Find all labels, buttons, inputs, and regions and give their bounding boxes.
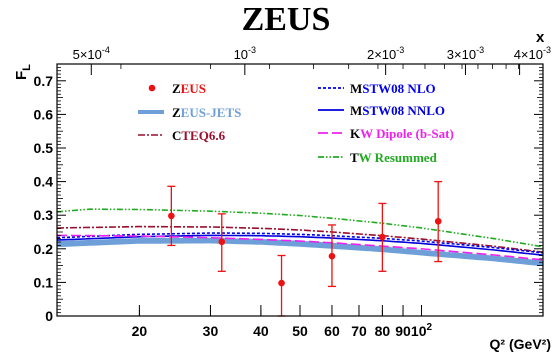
curves-group — [57, 208, 543, 267]
x-tick-label-7: 90 — [395, 323, 411, 339]
x2-tick-label-sup-0: -4 — [102, 45, 110, 55]
x-tick-label-text-1: 30 — [203, 323, 219, 339]
legend-series-0-label: CTEQ6.6 — [172, 128, 226, 143]
legend-series-3-label-initial: K — [350, 126, 361, 141]
y-tick-label-5: 0.5 — [34, 140, 54, 156]
legend-series-1-label-rest: STW08 NLO — [362, 81, 435, 96]
x2-tick-label-2: 2×10-3 — [367, 45, 404, 62]
legend-series-2-label-initial: M — [350, 103, 362, 118]
y-tick-label-0: 0 — [45, 308, 53, 324]
x-tick-label-text-7: 90 — [395, 323, 411, 339]
plot-frame — [56, 63, 544, 317]
legend-zeus-label: ZEUS — [172, 81, 206, 96]
series-line-3 — [57, 234, 543, 261]
x2-tick-label-text-1: 10 — [234, 47, 248, 62]
series-line-1 — [57, 232, 543, 254]
x2-tick-label-3: 3×10-3 — [447, 45, 484, 62]
x-tick-label-5: 70 — [351, 323, 367, 339]
top-axis-label: x — [536, 29, 545, 46]
x-tick-label-8: 102 — [411, 322, 433, 339]
legend-series-0-label-initial: C — [172, 128, 181, 143]
x-tick-label-3: 50 — [292, 323, 308, 339]
x-tick-label-6: 80 — [375, 323, 391, 339]
legend-series-4-label-rest: W Resummed — [359, 150, 438, 165]
legend-series-2-label-rest: STW08 NNLO — [362, 103, 445, 118]
y-tick-label-7: 0.7 — [34, 73, 54, 89]
band-zeus-jets — [57, 237, 543, 267]
x2-tick-label-text-0: 5×10 — [73, 47, 102, 62]
plot-area: 00.10.20.30.40.50.60.720 30 40 50 60 70 80 90 10… — [34, 45, 551, 339]
y-axis-label: FL — [13, 64, 33, 80]
series-line-4 — [57, 208, 543, 248]
data-point-0 — [168, 212, 175, 220]
x-tick-label-text-2: 40 — [253, 323, 269, 339]
x-tick-label-text-6: 80 — [375, 323, 391, 339]
y-tick-label-2: 0.2 — [34, 241, 54, 257]
legend-zeus-jets-label: ZEUS-JETS — [172, 105, 241, 120]
legend-series-2-label: MSTW08 NNLO — [350, 103, 445, 118]
legend-marker-zeus — [148, 84, 156, 92]
x-tick-label-text-0: 20 — [132, 323, 148, 339]
x2-tick-label-sup-1: -3 — [248, 45, 256, 55]
legend-zeus-jets-label-rest: EUS-JETS — [181, 105, 242, 120]
data-point-1 — [218, 238, 226, 246]
x2-tick-label-sup-3: -3 — [476, 45, 484, 55]
legend-series-0-label-rest: TEQ6.6 — [181, 128, 225, 143]
legend-series-1-label-initial: M — [350, 81, 362, 96]
data-point-4 — [379, 233, 386, 241]
legend-series-4-label: TW Resummed — [350, 150, 438, 165]
y-tick-label-1: 0.1 — [34, 274, 54, 290]
x-tick-label-sup-8: 2 — [427, 322, 433, 333]
legend-series-3-label: KW Dipole (b-Sat) — [350, 126, 454, 141]
x-tick-label-2: 40 — [253, 323, 269, 339]
series-line-2 — [57, 234, 543, 256]
x2-tick-label-sup-4: -3 — [543, 45, 551, 55]
x2-tick-label-0: 5×10-4 — [73, 45, 110, 62]
x2-tick-label-sup-2: -3 — [396, 45, 404, 55]
legend-series-4-label-initial: T — [350, 150, 359, 165]
x-tick-label-text-4: 60 — [324, 323, 340, 339]
y-tick-label-6: 0.6 — [34, 106, 54, 122]
x-tick-label-text-8: 10 — [411, 323, 427, 339]
y-axis-label-subscript: L — [21, 64, 33, 71]
x-tick-label-4: 60 — [324, 323, 340, 339]
series-line-0 — [57, 225, 543, 253]
x-tick-label-0: 20 — [132, 323, 148, 339]
x2-tick-label-4: 4×10-3 — [514, 45, 551, 62]
y-axis-label-main: F — [13, 71, 30, 80]
legend-zeus-label-initial: Z — [172, 81, 181, 96]
legend-zeus-jets-label-initial: Z — [172, 105, 181, 120]
x2-tick-label-text-2: 2×10 — [367, 47, 396, 62]
legend-series-3-label-rest: W Dipole (b-Sat) — [360, 126, 454, 141]
data-point-3 — [328, 252, 336, 260]
legend-zeus-label-rest: EUS — [181, 81, 206, 96]
x2-tick-label-text-4: 4×10 — [514, 47, 543, 62]
y-tick-label-4: 0.4 — [34, 174, 54, 190]
x-tick-label-text-3: 50 — [292, 323, 308, 339]
x-tick-label-text-5: 70 — [351, 323, 367, 339]
x-tick-label-1: 30 — [203, 323, 219, 339]
x-axis-label: Q² (GeV²) — [490, 336, 551, 352]
x2-tick-label-1: 10-3 — [234, 45, 256, 62]
data-point-2 — [278, 279, 285, 287]
x2-tick-label-text-3: 3×10 — [447, 47, 476, 62]
legend-series-1-label: MSTW08 NLO — [350, 81, 436, 96]
chart-title: ZEUS — [242, 1, 331, 38]
data-point-5 — [434, 217, 442, 225]
y-tick-label-3: 0.3 — [34, 207, 54, 223]
